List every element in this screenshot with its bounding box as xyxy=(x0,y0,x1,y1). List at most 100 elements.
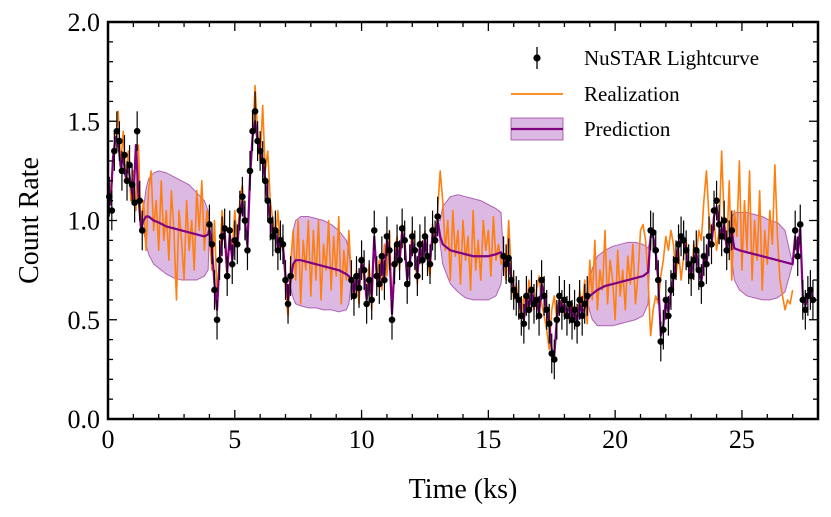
observed-point xyxy=(376,280,383,288)
observed-point xyxy=(393,241,401,248)
observed-point xyxy=(414,272,421,280)
observed-point xyxy=(583,292,591,300)
observed-point xyxy=(133,127,141,135)
observed-point xyxy=(535,312,543,320)
observed-point xyxy=(720,217,728,224)
observed-point xyxy=(710,207,718,214)
x-tick-label: 25 xyxy=(729,425,755,454)
observed-point xyxy=(249,127,256,135)
observed-point xyxy=(566,300,573,308)
observed-point xyxy=(396,256,403,264)
observed-point xyxy=(383,233,391,240)
observed-point xyxy=(403,280,411,288)
x-tick-label: 5 xyxy=(228,425,241,454)
observed-point xyxy=(228,260,236,268)
observed-point xyxy=(804,292,812,300)
observed-point xyxy=(401,237,408,244)
observed-point xyxy=(365,276,373,284)
observed-point xyxy=(350,292,358,300)
observed-point xyxy=(523,292,530,300)
observed-point xyxy=(571,306,578,314)
observed-point xyxy=(431,237,439,244)
observed-point xyxy=(685,260,692,268)
observed-point xyxy=(520,320,528,328)
observed-point xyxy=(794,252,802,260)
x-tick-label: 15 xyxy=(475,425,501,454)
observed-point xyxy=(221,225,228,232)
observed-point xyxy=(540,292,548,300)
observed-point xyxy=(424,252,431,260)
legend: NuSTAR Lightcurve Realization Prediction xyxy=(510,46,759,141)
observed-point xyxy=(266,217,274,224)
observed-point xyxy=(553,316,561,324)
y-tick-label: 1.5 xyxy=(68,107,101,136)
observed-point xyxy=(578,312,586,320)
prediction-line xyxy=(108,120,814,357)
observed-point xyxy=(665,312,672,320)
observed-point xyxy=(246,167,254,175)
observed-point xyxy=(556,292,563,300)
observed-point xyxy=(128,181,136,189)
observed-point xyxy=(251,108,259,115)
prediction-layer xyxy=(108,120,814,357)
y-tick-label: 0.0 xyxy=(68,405,101,434)
observed-point xyxy=(261,177,269,185)
observed-point xyxy=(269,233,277,240)
observed-point xyxy=(368,296,376,304)
observed-point xyxy=(360,266,368,274)
observed-point xyxy=(256,147,264,155)
observed-point xyxy=(687,272,695,280)
observed-point xyxy=(279,241,287,248)
observed-point xyxy=(138,227,146,234)
observed-point xyxy=(211,286,218,294)
observed-point xyxy=(284,300,292,308)
observed-point xyxy=(581,300,589,308)
legend-observed-marker xyxy=(533,54,541,62)
observed-point xyxy=(378,252,386,260)
observed-point xyxy=(718,233,725,240)
observed-point xyxy=(715,221,723,228)
observed-point xyxy=(131,199,138,206)
observed-point xyxy=(226,227,234,234)
observed-point xyxy=(576,296,583,304)
observed-point xyxy=(502,260,510,268)
observed-point xyxy=(796,221,804,228)
observed-point xyxy=(698,280,705,288)
observed-point xyxy=(708,241,715,248)
axes-layer: 0 5 10 15 20 25 0.0 0.5 1.0 1.5 2.0 Time (ks) Count … xyxy=(14,8,820,505)
observed-point xyxy=(398,225,406,232)
observed-point xyxy=(355,284,363,292)
observed-point xyxy=(206,221,213,228)
observed-point xyxy=(259,157,266,165)
observed-point xyxy=(515,296,523,304)
observed-point xyxy=(558,306,566,314)
observed-point xyxy=(358,256,365,264)
observed-point xyxy=(518,312,525,320)
observed-point xyxy=(507,276,515,284)
observed-point xyxy=(136,197,143,204)
x-tick-label: 20 xyxy=(602,425,628,454)
observed-point xyxy=(682,246,690,254)
observed-point xyxy=(791,227,799,234)
legend-label-prediction: Prediction xyxy=(584,117,671,141)
observed-point xyxy=(500,252,507,260)
observed-point xyxy=(692,246,700,254)
legend-label-observed: NuSTAR Lightcurve xyxy=(584,46,759,70)
observed-point xyxy=(672,256,680,264)
observed-point xyxy=(113,127,121,135)
observed-point xyxy=(234,241,241,248)
observed-point xyxy=(239,193,246,200)
observed-points-layer xyxy=(105,91,817,380)
observed-point xyxy=(116,137,123,145)
observed-point xyxy=(244,246,251,254)
observed-point xyxy=(348,276,355,284)
observed-point xyxy=(670,272,677,280)
observed-point xyxy=(353,272,360,280)
observed-point xyxy=(703,260,710,268)
observed-point xyxy=(426,260,434,268)
observed-point xyxy=(406,260,414,268)
observed-point xyxy=(386,246,393,254)
observed-point xyxy=(108,207,116,214)
observed-point xyxy=(652,246,660,254)
